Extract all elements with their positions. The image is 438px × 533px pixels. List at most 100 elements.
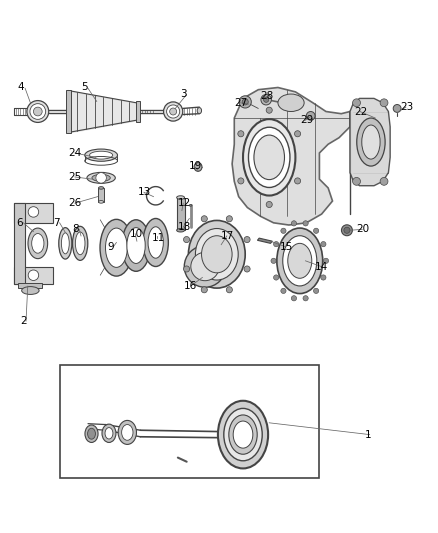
Ellipse shape <box>105 427 113 439</box>
Bar <box>177 198 184 230</box>
Circle shape <box>314 288 319 294</box>
Text: 24: 24 <box>68 148 81 158</box>
Ellipse shape <box>122 425 133 440</box>
Ellipse shape <box>85 149 117 161</box>
Polygon shape <box>14 203 25 284</box>
Text: 9: 9 <box>108 242 114 252</box>
Bar <box>99 188 104 202</box>
Circle shape <box>274 241 279 247</box>
Circle shape <box>306 111 315 120</box>
Ellipse shape <box>75 232 85 255</box>
Circle shape <box>184 266 190 272</box>
Circle shape <box>291 296 297 301</box>
Ellipse shape <box>85 425 98 442</box>
Ellipse shape <box>362 125 380 159</box>
Circle shape <box>303 296 308 301</box>
Ellipse shape <box>283 236 317 286</box>
Ellipse shape <box>248 127 290 188</box>
Ellipse shape <box>28 228 48 259</box>
Text: 7: 7 <box>53 218 60 228</box>
Text: 17: 17 <box>221 231 234 241</box>
Circle shape <box>281 228 286 233</box>
Circle shape <box>33 107 42 116</box>
Ellipse shape <box>61 233 69 254</box>
Polygon shape <box>258 238 272 244</box>
Ellipse shape <box>89 151 113 159</box>
Circle shape <box>226 216 233 222</box>
Ellipse shape <box>393 104 401 112</box>
Circle shape <box>264 97 269 102</box>
Ellipse shape <box>188 221 245 288</box>
Ellipse shape <box>59 228 72 259</box>
Ellipse shape <box>92 174 110 181</box>
Circle shape <box>321 275 326 280</box>
Circle shape <box>271 258 276 263</box>
Ellipse shape <box>194 163 202 171</box>
Text: 11: 11 <box>151 233 165 243</box>
Ellipse shape <box>99 200 104 203</box>
Circle shape <box>239 96 251 108</box>
Ellipse shape <box>288 244 312 278</box>
Circle shape <box>274 275 279 280</box>
Text: 16: 16 <box>184 281 198 291</box>
Ellipse shape <box>189 205 192 206</box>
Circle shape <box>294 131 300 137</box>
Ellipse shape <box>100 220 133 276</box>
Ellipse shape <box>277 228 323 294</box>
Circle shape <box>170 108 177 115</box>
Circle shape <box>323 258 328 263</box>
Polygon shape <box>350 99 390 185</box>
Ellipse shape <box>233 421 253 448</box>
Circle shape <box>314 228 319 233</box>
Text: 18: 18 <box>177 222 191 232</box>
Circle shape <box>226 287 233 293</box>
Polygon shape <box>232 87 350 225</box>
Text: 3: 3 <box>180 89 186 99</box>
Ellipse shape <box>243 119 295 196</box>
Ellipse shape <box>357 118 385 166</box>
Circle shape <box>201 287 207 293</box>
Text: 20: 20 <box>357 224 370 235</box>
Circle shape <box>163 102 183 121</box>
Ellipse shape <box>224 408 262 461</box>
Bar <box>60 365 319 478</box>
Ellipse shape <box>177 229 184 232</box>
Ellipse shape <box>106 228 127 268</box>
Ellipse shape <box>32 233 44 253</box>
Ellipse shape <box>184 246 226 287</box>
Ellipse shape <box>99 187 104 189</box>
Text: 28: 28 <box>261 91 274 101</box>
Ellipse shape <box>21 287 39 294</box>
Ellipse shape <box>143 219 168 266</box>
Circle shape <box>238 131 244 137</box>
Text: 5: 5 <box>81 83 88 93</box>
Text: 29: 29 <box>300 115 313 125</box>
Ellipse shape <box>278 94 304 111</box>
Polygon shape <box>14 203 53 223</box>
Ellipse shape <box>197 108 201 114</box>
Circle shape <box>244 266 250 272</box>
Ellipse shape <box>191 252 219 281</box>
Circle shape <box>201 216 207 222</box>
Text: 8: 8 <box>73 224 79 235</box>
Ellipse shape <box>195 229 238 280</box>
Polygon shape <box>14 266 53 284</box>
Circle shape <box>266 201 272 207</box>
Ellipse shape <box>342 225 353 236</box>
Text: 22: 22 <box>354 107 367 117</box>
Circle shape <box>303 221 308 226</box>
Circle shape <box>28 270 39 280</box>
Circle shape <box>291 221 297 226</box>
Polygon shape <box>18 283 42 288</box>
Bar <box>136 101 140 123</box>
Circle shape <box>266 107 272 113</box>
Ellipse shape <box>148 227 163 258</box>
Text: 10: 10 <box>130 229 143 239</box>
Circle shape <box>380 177 388 185</box>
Ellipse shape <box>102 424 116 442</box>
Circle shape <box>294 178 300 184</box>
Text: 12: 12 <box>177 198 191 208</box>
Circle shape <box>344 227 350 233</box>
Bar <box>66 90 71 133</box>
Ellipse shape <box>177 196 184 199</box>
